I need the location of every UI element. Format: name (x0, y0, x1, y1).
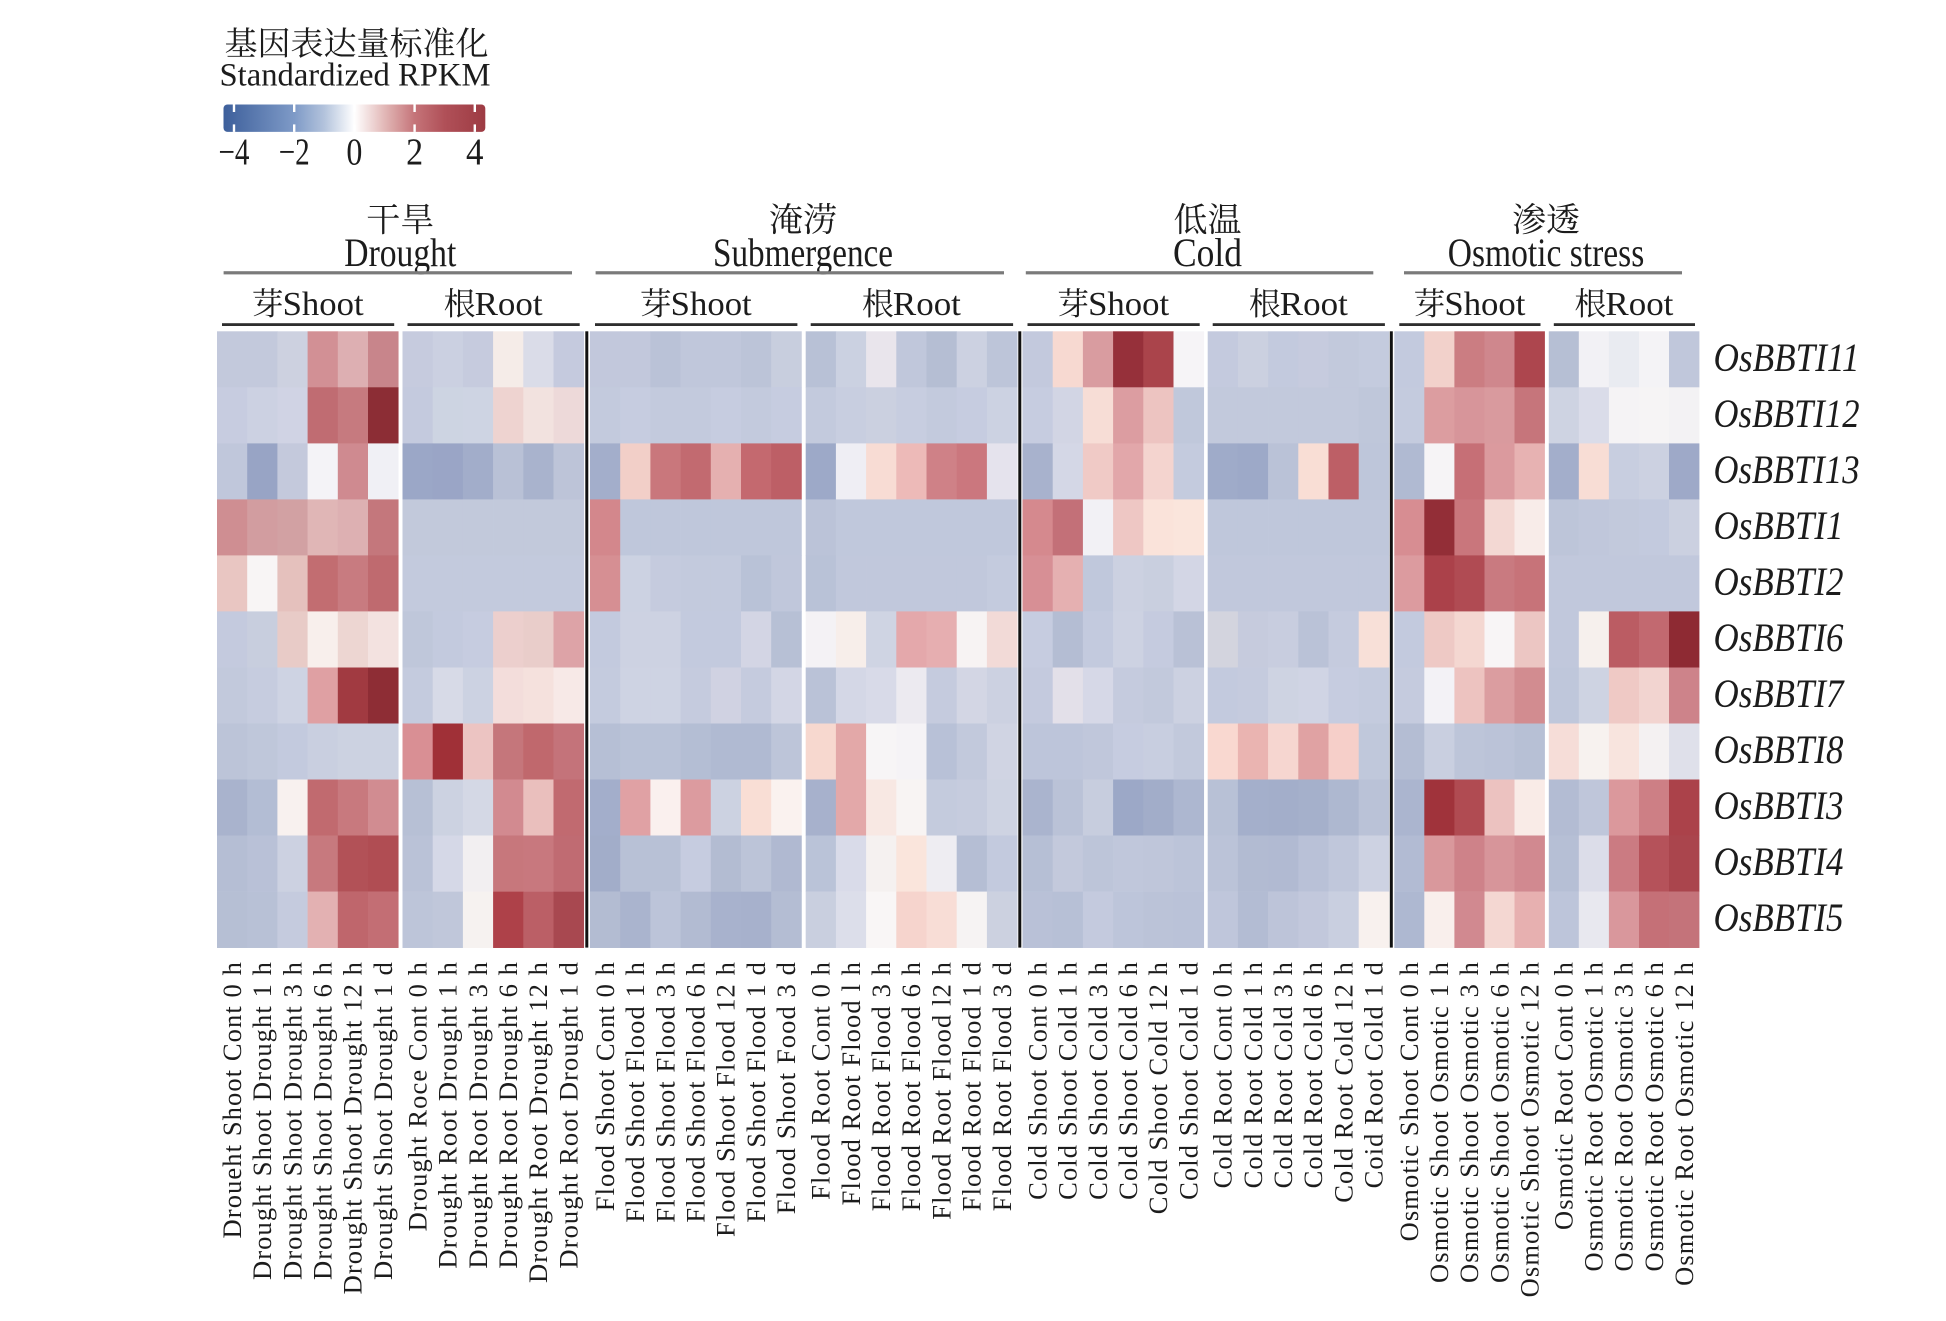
svg-text:Shoot: Shoot (283, 286, 365, 323)
svg-text:Flood Root Cont 0 h: Flood Root Cont 0 h (806, 961, 836, 1200)
svg-text:OsBBTI8: OsBBTI8 (1714, 727, 1844, 772)
svg-text:OsBBTI13: OsBBTI13 (1714, 447, 1860, 492)
svg-text:Osmotic Shoot Osmotic 3 h: Osmotic Shoot Osmotic 3 h (1454, 961, 1484, 1283)
svg-text:Root: Root (475, 286, 544, 323)
svg-text:2: 2 (406, 132, 423, 174)
svg-text:Cold Shoot Cold 3 h: Cold Shoot Cold 3 h (1083, 961, 1113, 1200)
svg-text:Osmotic Shoot Cont 0 h: Osmotic Shoot Cont 0 h (1394, 961, 1424, 1241)
svg-text:Drought Root Drought 3 h: Drought Root Drought 3 h (463, 961, 493, 1269)
svg-text:Drought Roce Cont 0 h: Drought Roce Cont 0 h (402, 961, 432, 1231)
svg-text:OsBBTI12: OsBBTI12 (1714, 391, 1860, 436)
svg-text:Osmotic stress: Osmotic stress (1448, 230, 1645, 275)
svg-text:−4: −4 (219, 132, 250, 174)
svg-text:Cold Root Cold 6 h: Cold Root Cold 6 h (1298, 961, 1328, 1188)
svg-text:OsBBTI5: OsBBTI5 (1714, 895, 1844, 940)
svg-text:OsBBTI11: OsBBTI11 (1714, 335, 1860, 380)
svg-text:Drought Shoot Drought 1 d: Drought Shoot Drought 1 d (368, 961, 398, 1280)
svg-text:Root: Root (1280, 286, 1349, 323)
svg-text:Shoot: Shoot (1088, 286, 1170, 323)
svg-text:Cold Root Cold 1 h: Cold Root Cold 1 h (1238, 961, 1268, 1188)
svg-text:0: 0 (346, 132, 362, 174)
svg-text:Flood Shoot Flood 12 h: Flood Shoot Flood 12 h (711, 961, 741, 1237)
svg-text:Drought: Drought (344, 230, 456, 275)
svg-text:Osmotic Shoot Osmotic 6 h: Osmotic Shoot Osmotic 6 h (1484, 961, 1514, 1283)
svg-text:Submergence: Submergence (713, 230, 893, 275)
svg-text:Flood Shoot Flood 3 h: Flood Shoot Flood 3 h (650, 961, 680, 1223)
svg-text:Cold: Cold (1173, 230, 1242, 275)
svg-text:Flood Root Flood 3 d: Flood Root Flood 3 d (987, 961, 1017, 1211)
svg-text:Osmotic Root Osmotic 3 h: Osmotic Root Osmotic 3 h (1609, 961, 1639, 1272)
svg-text:Drought Shoot Drought 6 h: Drought Shoot Drought 6 h (308, 961, 338, 1280)
svg-text:Flood Root Flood l2 h: Flood Root Flood l2 h (926, 961, 956, 1220)
svg-text:Flood Root Flood 3 h: Flood Root Flood 3 h (866, 961, 896, 1211)
svg-text:Cold Shoot Cont 0 h: Cold Shoot Cont 0 h (1022, 961, 1052, 1200)
svg-text:Osmotic Shoot Osmotic 1 h: Osmotic Shoot Osmotic 1 h (1424, 961, 1454, 1283)
svg-text:Flood Shoot Flood 1 d: Flood Shoot Flood 1 d (741, 961, 771, 1223)
svg-text:Flood Root Flood 1 d: Flood Root Flood 1 d (957, 961, 987, 1211)
svg-text:OsBBTI1: OsBBTI1 (1714, 503, 1844, 548)
svg-text:Flood Shoot Cont 0 h: Flood Shoot Cont 0 h (590, 961, 620, 1211)
svg-text:Cold Shoot Cold 1 h: Cold Shoot Cold 1 h (1053, 961, 1083, 1200)
svg-text:Cold Root Cold 3 h: Cold Root Cold 3 h (1268, 961, 1298, 1188)
svg-text:Osmotic Root Cont 0 h: Osmotic Root Cont 0 h (1549, 961, 1579, 1230)
svg-text:Flood Shoot Flood 1 h: Flood Shoot Flood 1 h (620, 961, 650, 1223)
svg-text:Droueht Shoot Cont 0 h: Droueht Shoot Cont 0 h (217, 961, 247, 1238)
svg-text:Cold Root Cont 0 h: Cold Root Cont 0 h (1208, 961, 1238, 1188)
svg-text:Cold Root Cold 12 h: Cold Root Cold 12 h (1328, 961, 1358, 1203)
svg-text:4: 4 (466, 132, 484, 174)
svg-text:Osmotic Root Osmotic 12 h: Osmotic Root Osmotic 12 h (1669, 961, 1699, 1286)
svg-text:Flood Shoot Food 3 d: Flood Shoot Food 3 d (771, 961, 801, 1214)
svg-text:OsBBTI6: OsBBTI6 (1714, 615, 1844, 660)
svg-text:Drought Root Drought 12 h: Drought Root Drought 12 h (523, 961, 553, 1283)
svg-text:−2: −2 (279, 132, 310, 174)
svg-text:Cold Shoot Cold 12 h: Cold Shoot Cold 12 h (1143, 961, 1173, 1214)
svg-text:OsBBTI7: OsBBTI7 (1714, 671, 1846, 716)
svg-text:Flood Shoot Flood 6 h: Flood Shoot Flood 6 h (681, 961, 711, 1223)
svg-text:OsBBTI3: OsBBTI3 (1714, 783, 1844, 828)
svg-text:Osmotic Root Osmotic 1 h: Osmotic Root Osmotic 1 h (1579, 961, 1609, 1272)
svg-text:Drought Shoot Drought 3 h: Drought Shoot Drought 3 h (277, 961, 307, 1280)
svg-text:Shoot: Shoot (1444, 286, 1526, 323)
svg-text:Standardized RPKM: Standardized RPKM (220, 58, 491, 94)
svg-text:Drought Shoot Drought 1 h: Drought Shoot Drought 1 h (247, 961, 277, 1280)
svg-text:Root: Root (893, 286, 962, 323)
svg-text:Cold Shoot Cold 1 d: Cold Shoot Cold 1 d (1173, 961, 1203, 1200)
svg-text:Osmotic Root Osmotic 6 h: Osmotic Root Osmotic 6 h (1639, 961, 1669, 1272)
svg-text:Root: Root (1605, 286, 1674, 323)
svg-text:Drought Shoot Drought 12 h: Drought Shoot Drought 12 h (338, 961, 368, 1294)
svg-text:Flood Root Flood 6 h: Flood Root Flood 6 h (896, 961, 926, 1211)
svg-text:Osmotic Shoot Osmotic 12 h: Osmotic Shoot Osmotic 12 h (1514, 961, 1544, 1297)
svg-text:Flood Root Flood l h: Flood Root Flood l h (836, 961, 866, 1205)
svg-text:Drought Root Drought 1 h: Drought Root Drought 1 h (433, 961, 463, 1269)
svg-text:OsBBTI4: OsBBTI4 (1714, 839, 1844, 884)
svg-text:OsBBTI2: OsBBTI2 (1714, 559, 1844, 604)
svg-text:Drought Root Drought 1 d: Drought Root Drought 1 d (553, 961, 583, 1269)
svg-text:Cold Shoot Cold 6 h: Cold Shoot Cold 6 h (1113, 961, 1143, 1200)
svg-text:Drought Root Drought 6 h: Drought Root Drought 6 h (493, 961, 523, 1269)
svg-text:Coid Root Cold 1 d: Coid Root Cold 1 d (1359, 961, 1389, 1188)
svg-text:Shoot: Shoot (671, 286, 753, 323)
